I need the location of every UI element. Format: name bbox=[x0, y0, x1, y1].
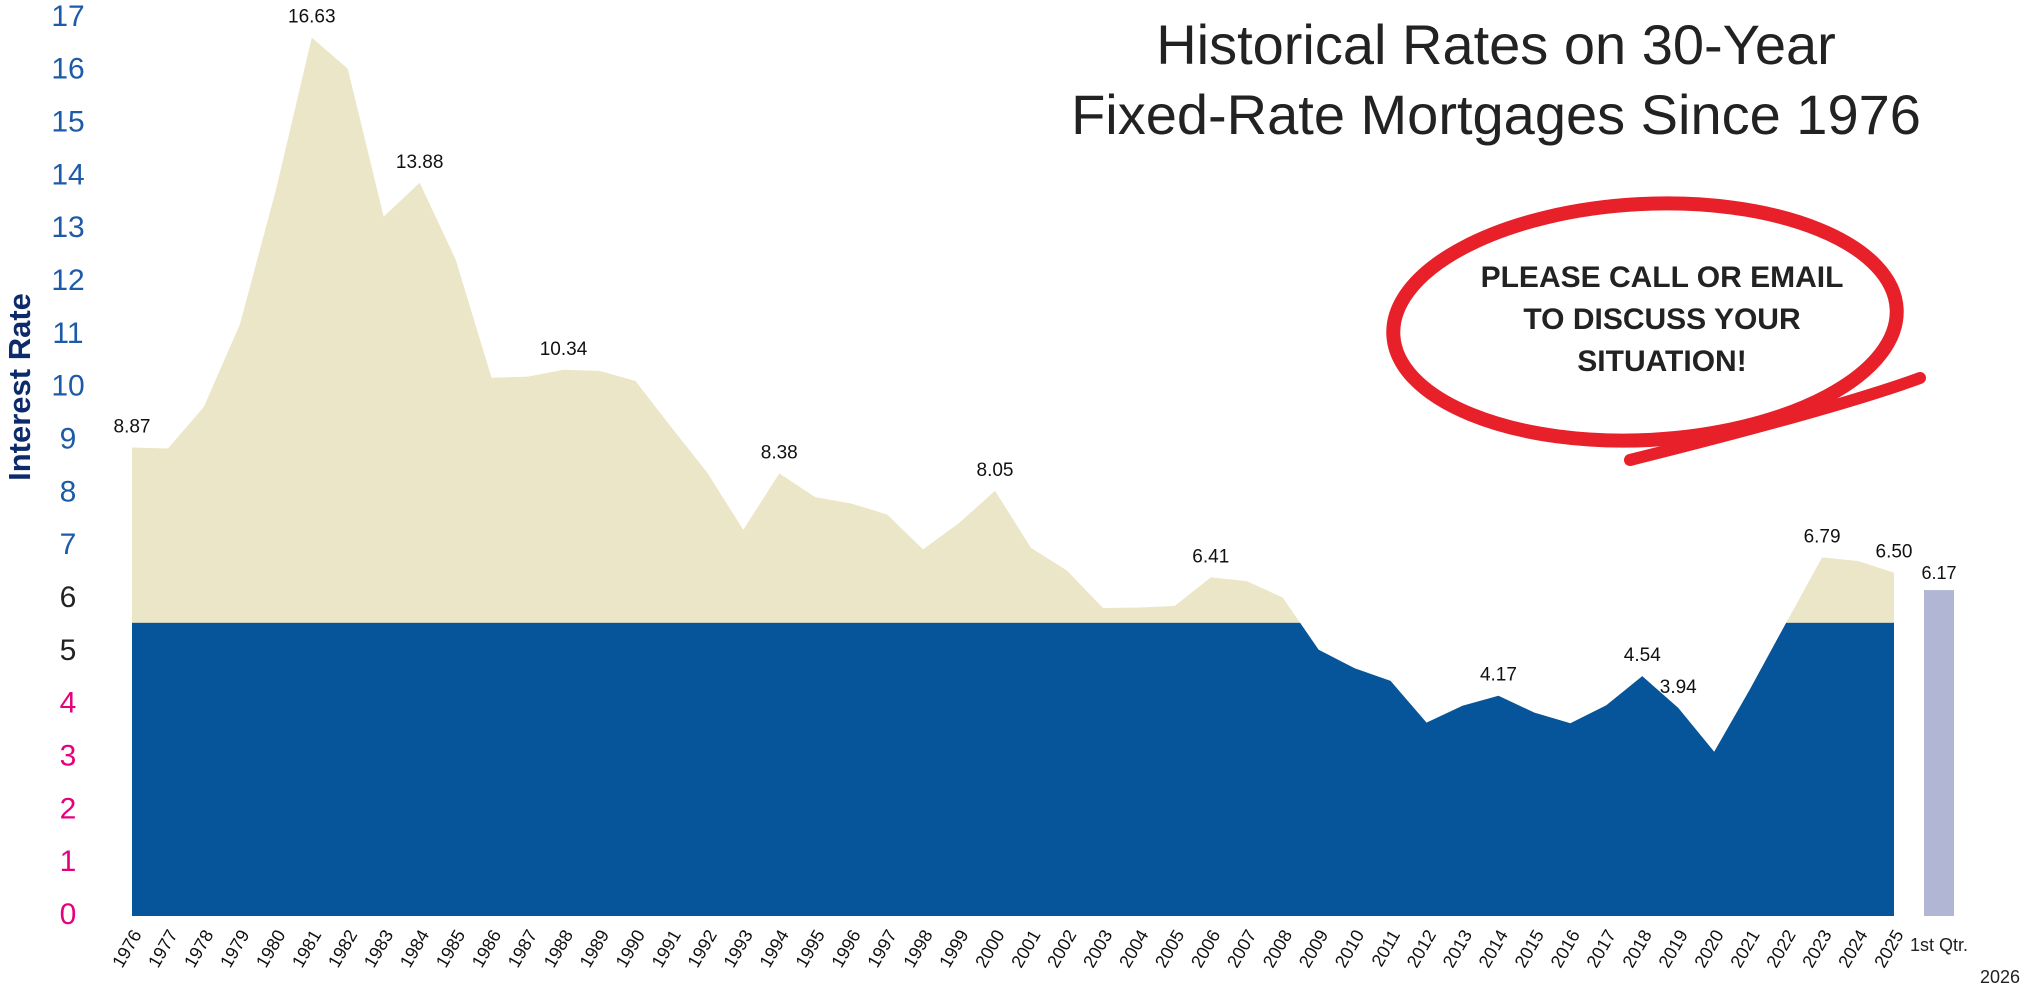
x-tick-label: 1998 bbox=[899, 926, 936, 971]
y-tick-label: 6 bbox=[60, 581, 77, 614]
x-tick-label: 1985 bbox=[432, 926, 469, 971]
annotation-tail bbox=[1630, 378, 1920, 460]
x-tick-label: 1981 bbox=[288, 926, 325, 971]
x-tick-label: 1st Qtr. bbox=[1910, 935, 1968, 955]
x-tick-label: 1988 bbox=[540, 926, 577, 971]
data-label: 6.17 bbox=[1921, 563, 1956, 583]
x-tick-label: 2002 bbox=[1043, 926, 1080, 971]
x-tick-label: 2007 bbox=[1223, 926, 1260, 971]
x-tick-label: 1993 bbox=[720, 926, 757, 971]
x-tick-label: 1986 bbox=[468, 926, 505, 971]
data-label: 4.54 bbox=[1624, 645, 1661, 666]
x-tick-label: 2005 bbox=[1151, 926, 1188, 971]
x-tick-label: 2018 bbox=[1619, 926, 1656, 971]
y-tick-label: 1 bbox=[60, 845, 77, 878]
x-tick-label: 2006 bbox=[1187, 926, 1224, 971]
y-tick-label: 2 bbox=[60, 792, 77, 825]
y-tick-label: 4 bbox=[60, 687, 77, 720]
y-tick-label: 10 bbox=[51, 370, 84, 403]
x-tick-label: 2001 bbox=[1007, 926, 1044, 971]
y-tick-label: 15 bbox=[51, 106, 84, 139]
x-tick-label: 1989 bbox=[576, 926, 613, 971]
y-tick-label: 0 bbox=[60, 898, 77, 931]
annotation-text: SITUATION! bbox=[1577, 345, 1746, 378]
y-tick-label: 16 bbox=[51, 53, 84, 86]
x-tick-label: 2024 bbox=[1834, 926, 1871, 971]
x-tick-label: 1976 bbox=[108, 926, 145, 971]
data-label: 10.34 bbox=[540, 339, 588, 360]
annotation-text: PLEASE CALL OR EMAIL bbox=[1481, 261, 1844, 294]
x-tick-label: 2020 bbox=[1690, 926, 1727, 971]
y-tick-label: 12 bbox=[51, 264, 84, 297]
data-label: 8.38 bbox=[761, 442, 798, 463]
x-tick-label: 1990 bbox=[612, 926, 649, 971]
x-tick-label: 2003 bbox=[1079, 926, 1116, 971]
x-tick-label: 1999 bbox=[935, 926, 972, 971]
x-tick-label: 1995 bbox=[791, 926, 828, 971]
y-tick-label: 3 bbox=[60, 739, 77, 772]
chart: Historical Rates on 30-Year Fixed-Rate M… bbox=[0, 0, 2022, 991]
y-tick-label: 9 bbox=[60, 423, 77, 456]
data-label: 4.17 bbox=[1480, 665, 1517, 686]
x-tick-label: 1977 bbox=[144, 926, 181, 971]
x-tick-label: 2026 bbox=[1980, 967, 2020, 987]
annotation: PLEASE CALL OR EMAIL TO DISCUSS YOUR SIT… bbox=[1387, 191, 1920, 460]
data-label: 8.87 bbox=[114, 416, 151, 437]
data-label: 13.88 bbox=[396, 152, 444, 173]
x-tick-label: 1992 bbox=[684, 926, 721, 971]
data-label: 16.63 bbox=[288, 7, 336, 28]
x-tick-label: 1980 bbox=[252, 926, 289, 971]
x-tick-label: 1982 bbox=[324, 926, 361, 971]
x-tick-label: 2010 bbox=[1331, 926, 1368, 971]
x-tick-label: 2021 bbox=[1726, 926, 1763, 971]
x-tick-label: 2015 bbox=[1511, 926, 1548, 971]
y-tick-label: 7 bbox=[60, 528, 77, 561]
y-tick-label: 13 bbox=[51, 211, 84, 244]
x-tick-label: 2013 bbox=[1439, 926, 1476, 971]
y-axis-label: Interest Rate bbox=[2, 293, 37, 481]
x-tick-label: 2008 bbox=[1259, 926, 1296, 971]
bar bbox=[1924, 590, 1954, 916]
x-tick-label: 2009 bbox=[1295, 926, 1332, 971]
x-tick-label: 2011 bbox=[1367, 926, 1404, 970]
y-tick-label: 5 bbox=[60, 634, 77, 667]
x-tick-label: 2017 bbox=[1583, 926, 1620, 971]
y-tick-label: 14 bbox=[51, 158, 84, 191]
y-tick-label: 8 bbox=[60, 475, 77, 508]
x-tick-label: 1983 bbox=[360, 926, 397, 971]
data-label: 6.50 bbox=[1876, 542, 1913, 563]
x-tick-label: 2012 bbox=[1403, 926, 1440, 971]
annotation-text: TO DISCUSS YOUR bbox=[1523, 303, 1801, 336]
x-tick-label: 1991 bbox=[648, 926, 685, 971]
y-tick-label: 11 bbox=[52, 317, 83, 350]
x-tick-label: 1997 bbox=[863, 926, 900, 971]
x-tick-label: 2016 bbox=[1547, 926, 1584, 971]
x-tick-label: 2004 bbox=[1115, 926, 1152, 971]
x-tick-label: 1984 bbox=[396, 926, 433, 971]
x-tick-label: 1979 bbox=[216, 926, 253, 971]
x-tick-label: 2019 bbox=[1654, 926, 1691, 971]
x-tick-label: 1996 bbox=[827, 926, 864, 971]
x-tick-label: 2014 bbox=[1475, 926, 1512, 971]
chart-title: Historical Rates on 30-Year bbox=[1156, 13, 1836, 76]
x-tick-label: 2000 bbox=[971, 926, 1008, 971]
x-tick-label: 2023 bbox=[1798, 926, 1835, 971]
x-tick-label: 1978 bbox=[180, 926, 217, 971]
chart-title: Fixed-Rate Mortgages Since 1976 bbox=[1071, 83, 1921, 146]
x-tick-label: 2022 bbox=[1762, 926, 1799, 971]
x-tick-label: 2025 bbox=[1870, 926, 1907, 971]
data-label: 3.94 bbox=[1660, 677, 1697, 698]
y-tick-label: 17 bbox=[51, 0, 84, 33]
x-tick-label: 1994 bbox=[755, 926, 792, 971]
data-label: 8.05 bbox=[977, 460, 1014, 481]
x-tick-label: 1987 bbox=[504, 926, 541, 971]
data-label: 6.41 bbox=[1192, 546, 1229, 567]
data-label: 6.79 bbox=[1804, 526, 1841, 547]
area-base bbox=[132, 623, 1894, 916]
